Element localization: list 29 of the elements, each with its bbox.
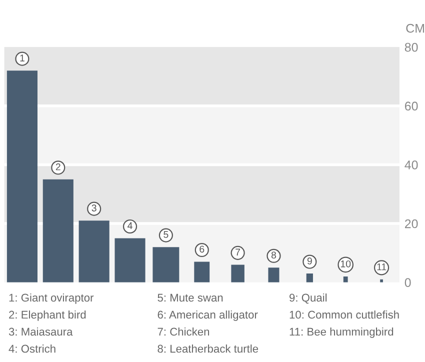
x-tick-label: 5 [164, 231, 168, 238]
x-tick-label: 10 [340, 260, 351, 268]
text: 6: American alligator [158, 310, 258, 321]
text: 2: Elephant bird [9, 310, 86, 321]
y-tick-label: 60 [404, 102, 418, 111]
y-tick-label: 40 [404, 160, 418, 170]
y-tick-label: 80 [404, 42, 418, 52]
x-tick-label: 11 [377, 263, 386, 270]
bar [194, 262, 210, 282]
y-tick-label: 0 [404, 278, 411, 288]
x-tick-label: 4 [128, 222, 132, 229]
x-tick-label: 2 [56, 163, 60, 170]
x-tick-label: 6 [200, 246, 204, 253]
text: 4: Ostrich [8, 344, 56, 353]
text: 10: Common cuttlefish [290, 310, 399, 319]
x-tick-label: 7 [236, 248, 240, 256]
text: 9: Quail [290, 293, 327, 304]
text: 11: Bee hummingbird [290, 328, 394, 338]
text: 7: Chicken [158, 328, 210, 336]
x-tick-label: 9 [307, 257, 312, 264]
y-axis-title: CM [406, 24, 424, 33]
x-tick-label: 3 [92, 204, 96, 212]
text: 3: Maiasaura [8, 328, 73, 336]
x-tick-label: 8 [271, 252, 276, 258]
text: 8: Leatherback turtle [158, 344, 258, 353]
y-tick-label: 20 [404, 219, 418, 228]
text: 5: Mute swan [158, 294, 223, 302]
x-tick-label: 1 [20, 54, 24, 62]
text: 1: Giant oviraptor [9, 293, 94, 304]
